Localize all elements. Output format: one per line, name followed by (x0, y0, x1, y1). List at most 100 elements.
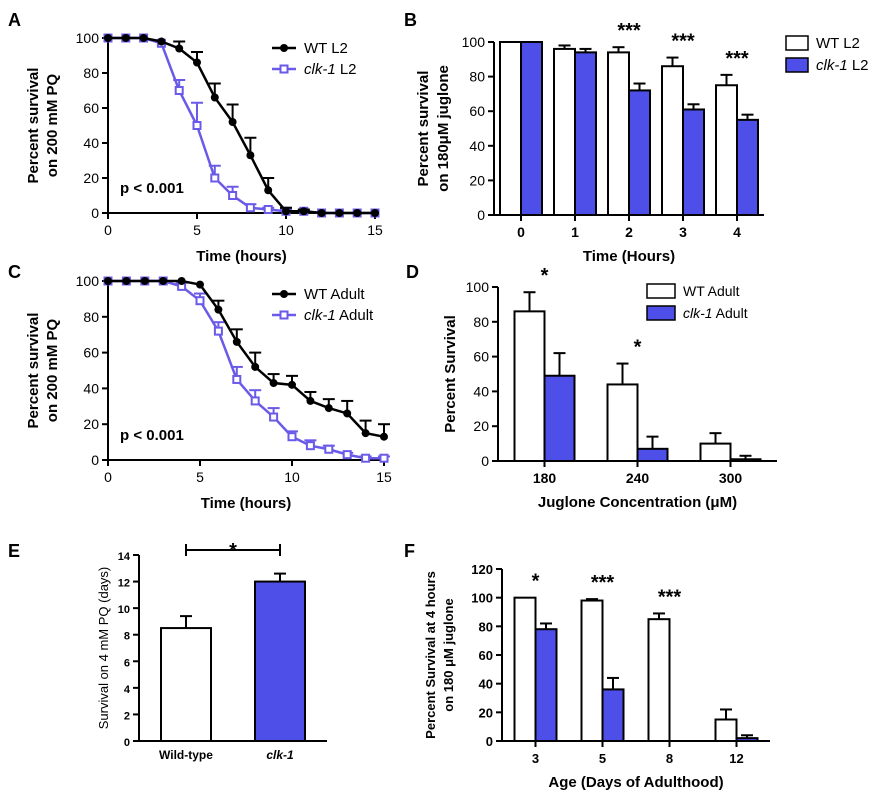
panel-B-xtick-label: 2 (625, 224, 633, 240)
panel-C-mut-point (250, 396, 260, 406)
panel-B-significance: *** (617, 20, 641, 42)
panel-B-xtick-label: 3 (679, 224, 687, 240)
panel-C-mut-point (342, 450, 352, 460)
panel-B-ytick-label: 60 (469, 103, 485, 119)
panel-A-wt-series-line (108, 36, 375, 215)
panel-C-mut-point (287, 432, 297, 442)
panel-A-wt-point (264, 186, 273, 195)
panel-E-ytick-label: 4 (124, 684, 131, 696)
panel-A-mut-point (228, 191, 238, 200)
panel-F-y-label: on 180 μM juglone (441, 598, 456, 711)
panel-C-wt-point (361, 429, 370, 438)
panel-A-wt-point (139, 34, 148, 42)
panel-A-ytick-label: 60 (83, 100, 99, 116)
panel-A-wt-point (193, 58, 201, 67)
panel-A-wt-point (317, 209, 326, 217)
panel-B-y-label: Percent survival (415, 71, 432, 187)
panel-C-legend-label-suffix: Adult (336, 307, 374, 324)
panel-C-mut-point (305, 441, 315, 451)
panel-C-mut-point (195, 296, 205, 306)
panel-C-ytick-label: 100 (76, 273, 100, 289)
panel-C-wt-point (324, 404, 333, 413)
panel-C-mut-point (361, 453, 371, 463)
panel-B-significance: *** (725, 48, 749, 70)
panel-F-bar-mut (735, 737, 759, 743)
panel-A-wt-point (282, 207, 290, 216)
panel-A-legend-label-italic: clk-1 (304, 61, 336, 78)
panel-C-xtick-label: 15 (376, 469, 392, 485)
panel-A-mut-point (192, 121, 202, 130)
panel-E-letter: E (8, 541, 20, 561)
panel-F-bar-mut (534, 628, 558, 743)
panel-E-ytick-label: 0 (124, 737, 130, 749)
panel-A-y-label: on 200 mM PQ (44, 73, 61, 177)
panel-B-xtick-label: 0 (517, 224, 525, 240)
panel-D-xtick-label: 180 (533, 470, 557, 486)
panel-C-wt-point (251, 362, 260, 371)
panel-F-significance: *** (591, 572, 615, 594)
panel-B-bar-mut (736, 118, 759, 216)
panel-A-wt-point (246, 151, 255, 160)
panel-B-legend-label-italic: clk-1 (816, 57, 848, 74)
panel-A-ytick-label: 40 (83, 135, 99, 151)
panel-D-bar-wt (699, 442, 732, 463)
panel-A-ytick-label: 0 (91, 205, 99, 221)
panel-B-bar-wt (499, 41, 522, 216)
panel-A-p-value: p < 0.001 (120, 180, 184, 197)
panel-B-bar-mut (520, 41, 543, 216)
panel-C-legend-marker (279, 310, 289, 320)
panel-C-ytick-label: 60 (83, 345, 99, 361)
panel-C-wt-point (380, 432, 388, 441)
panel-C-wt-point (140, 277, 149, 285)
panel-E-y-label: Survival on 4 mM PQ (days) (96, 567, 111, 730)
panel-C-ytick-label: 20 (83, 416, 99, 432)
panel-D-legend-label-suffix: Adult (713, 305, 748, 321)
panel-C-xtick-label: 5 (196, 469, 204, 485)
panel-F-y-label: Percent Survival at 4 hours (423, 571, 438, 739)
panel-C-y-label: on 200 mM PQ (44, 318, 61, 422)
panel-B-legend-swatch (785, 35, 809, 51)
panel-F-ytick-label: 20 (479, 705, 493, 720)
panel-B-bar-mut (628, 89, 651, 216)
panel-C-mut-point (379, 453, 389, 463)
panel-C-y-label: Percent survival (25, 313, 42, 429)
panel-E-ytick-label: 8 (124, 631, 130, 643)
panel-A-legend-marker (279, 64, 289, 74)
panel-A-xtick-label: 5 (193, 222, 201, 238)
panel-D-bar-wt (513, 310, 546, 462)
panel-F-ytick-label: 60 (479, 648, 493, 663)
panel-C-legend-label-text: WT Adult (304, 286, 365, 303)
panel-A-xtick-label: 15 (367, 222, 383, 238)
panel-A-mut-point (210, 173, 220, 183)
panel-F-x-label: Age (Days of Adulthood) (548, 774, 723, 791)
panel-D-significance: * (634, 337, 642, 359)
panel-D-y-label: Percent Survival (442, 315, 459, 433)
panel-A-ytick-label: 100 (76, 30, 100, 46)
panel-D-significance: * (541, 265, 549, 287)
panel-A-mut-point (263, 205, 273, 214)
panel-B-x-label: Time (Hours) (583, 248, 675, 265)
panel-B-legend-label: WT L2 (816, 35, 860, 52)
panel-F-significance: * (532, 571, 540, 593)
panel-A-wt-point (121, 34, 130, 42)
panel-E-ytick-label: 10 (118, 604, 130, 616)
panel-B-ytick-label: 80 (469, 69, 485, 85)
panel-A-ytick-label: 80 (83, 65, 99, 81)
panel-A-ytick-label: 20 (83, 170, 99, 186)
panel-A-x-label: Time (hours) (196, 248, 287, 265)
panel-E-xtick-label: clk-1 (266, 748, 294, 762)
panel-F-xtick-label: 8 (666, 751, 673, 766)
panel-B-bar-mut (682, 108, 705, 216)
panel-F-xtick-label: 12 (729, 751, 743, 766)
panel-C-ytick-label: 0 (91, 452, 99, 468)
panel-C-wt-point (122, 277, 131, 285)
panel-F-significance: *** (658, 586, 682, 608)
panel-D-bar-wt (606, 383, 639, 462)
panel-A-wt-point (228, 118, 237, 126)
panel-F-xtick-label: 5 (599, 751, 606, 766)
panel-B-xtick-label: 1 (571, 224, 579, 240)
panel-A-xtick-label: 0 (104, 222, 112, 238)
panel-B-y-label: on 180μM juglone (435, 65, 452, 192)
panel-A-legend-marker (280, 44, 288, 52)
panel-E-ytick-label: 14 (118, 551, 131, 563)
